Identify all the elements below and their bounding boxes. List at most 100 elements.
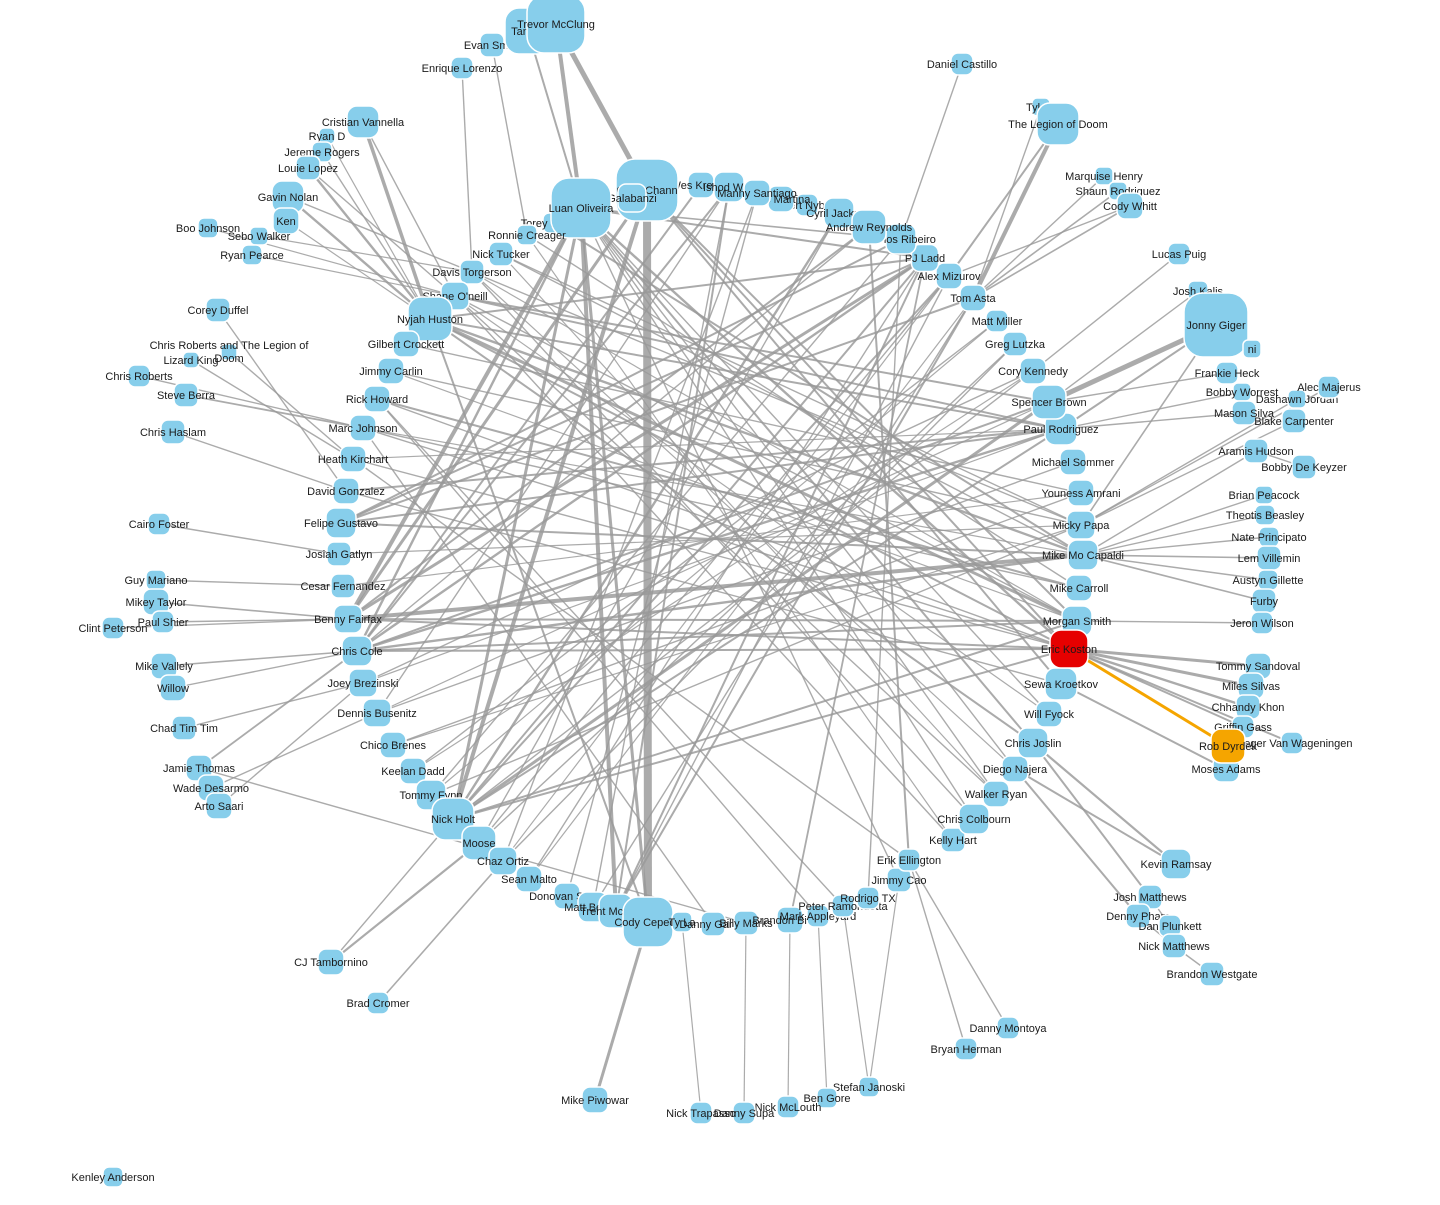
node-steve-berra[interactable]: Steve Berra [157,382,216,408]
node-box-diego-najera[interactable] [1001,755,1029,783]
node-box-cory-kennedy[interactable] [1019,357,1047,385]
node-box-nick-trapasso[interactable] [689,1101,713,1125]
node-box-rob-dyrdek[interactable] [1210,728,1246,764]
node-box-tom-asta[interactable] [959,284,987,312]
node-danny-supa[interactable]: Danny Supa [714,1101,775,1125]
node-box-chris-joslin[interactable] [1017,727,1049,759]
node-box-nate-principato[interactable] [1258,526,1280,548]
node-box-stefan-janoski[interactable] [858,1076,880,1098]
node-box-kenley-anderson[interactable] [102,1166,124,1188]
node-will-fyock[interactable]: Will Fyock [1024,700,1075,728]
node-blake-carpenter[interactable]: Blake Carpenter [1254,408,1334,434]
node-box-youness-amrani[interactable] [1067,479,1095,507]
node-box-will-fyock[interactable] [1035,700,1063,728]
node-box-marquise-henry[interactable] [1094,166,1114,186]
node-jonny-giger[interactable]: Jonny Giger [1183,292,1249,358]
node-enrique-lorenzo[interactable]: Enrique Lorenzo [422,56,503,80]
node-box-bobby-worrest[interactable] [1232,382,1252,402]
node-josiah-gatlyn[interactable]: Josiah Gatlyn [306,541,373,567]
node-box-dennis-busenitz[interactable] [362,698,392,728]
node-daniel-castillo[interactable]: Daniel Castillo [927,52,997,76]
node-chris-roberts-legion[interactable]: Chris Roberts and The Legion of Doom [150,340,310,365]
node-box-galabanzi[interactable] [617,183,647,213]
node-box-ryan-pearce[interactable] [241,244,263,266]
node-kenley-anderson[interactable]: Kenley Anderson [71,1166,155,1188]
node-bobby-worrest[interactable]: Bobby Worrest [1206,382,1279,402]
node-jimmy-carlin[interactable]: Jimmy Carlin [359,357,423,385]
node-box-alex-mizurov[interactable] [935,262,963,290]
node-marquise-henry[interactable]: Marquise Henry [1065,166,1143,186]
node-box-manny-santiago[interactable] [743,179,771,207]
node-box-bryan-herman[interactable] [954,1037,978,1061]
node-box-josiah-gatlyn[interactable] [326,541,352,567]
node-box-erik-ellington[interactable] [897,848,921,872]
node-box-lem-villemin[interactable] [1256,545,1282,571]
node-box-ken[interactable] [272,207,300,235]
node-box-pj-ladd[interactable] [910,243,940,273]
node-austyn-gillette[interactable]: Austyn Gillette [1233,569,1304,591]
node-guy-mariano[interactable]: Guy Mariano [125,569,188,591]
node-box-alec-majerus[interactable] [1317,375,1341,399]
node-alec-majerus[interactable]: Alec Majerus [1297,375,1361,399]
node-box-keelan-dadd[interactable] [399,757,427,785]
node-box-jimmy-carlin[interactable] [377,357,405,385]
node-ben-gore[interactable]: Ben Gore [803,1087,851,1109]
node-box-cody-cepeda[interactable] [622,896,674,948]
node-box-andrew-reynolds[interactable] [851,209,887,245]
node-box-evan-smith[interactable] [479,32,505,58]
node-trevor-mcclung[interactable]: Trevor McClung [517,0,595,54]
node-box-chris-cole[interactable] [341,635,373,667]
node-box-ben-gore[interactable] [816,1087,838,1109]
node-mike-piwowar[interactable]: Mike Piwowar [561,1086,629,1114]
node-box-steve-berra[interactable] [173,382,199,408]
node-box-moose[interactable] [461,825,497,861]
node-billy-marks[interactable]: Billy Marks [719,910,773,936]
node-box-carlos-ribeiro[interactable] [885,223,917,255]
node-box-joey-brezinski[interactable] [348,668,378,698]
node-box-arto-saari[interactable] [205,792,233,820]
node-box-dashawn-jordan[interactable] [1287,389,1307,409]
node-box-walker-ryan[interactable] [982,780,1010,808]
node-box-davis-torgerson[interactable] [459,259,485,285]
node-box-benny-fairfax[interactable] [333,604,363,634]
node-box-ni[interactable] [1242,339,1262,359]
node-box-ishod-wair[interactable] [713,171,745,203]
node-matt-miller[interactable]: Matt Miller [972,309,1023,333]
node-box-matt-miller[interactable] [985,309,1009,333]
node-box-eric-martina[interactable] [767,185,795,213]
node-clint-peterson[interactable]: Clint Peterson [78,616,148,640]
node-box-nick-matthews[interactable] [1161,933,1187,959]
node-box-nyjah-huston[interactable] [407,296,453,342]
node-box-nick-tucker[interactable] [488,241,514,267]
node-box-louie-lopez[interactable] [295,155,321,181]
node-nick-trapasso[interactable]: Nick Trapasso [666,1101,736,1125]
node-joey-brezinski[interactable]: Joey Brezinski [328,668,399,698]
node-ni[interactable]: ni [1242,339,1262,359]
node-box-rodrigo-tx[interactable] [856,886,880,910]
node-walker-ryan[interactable]: Walker Ryan [965,780,1028,808]
node-bobby-de-keyzer[interactable]: Bobby De Keyzer [1261,454,1347,480]
node-box-spencer-brown[interactable] [1031,384,1067,420]
node-box-daniel-castillo[interactable] [950,52,974,76]
node-frankie-heck[interactable]: Frankie Heck [1195,361,1260,385]
node-bryan-herman[interactable]: Bryan Herman [931,1037,1002,1061]
node-box-ronnie-creager[interactable] [516,224,538,246]
node-box-gilbert-crockett[interactable] [392,330,420,358]
node-box-danny-montoya[interactable] [996,1016,1020,1040]
node-box-sewa-kroetkov[interactable] [1044,667,1078,701]
node-box-mark-appleyard[interactable] [806,904,830,928]
node-rick-howard[interactable]: Rick Howard [346,385,408,413]
node-box-ty-la[interactable] [671,911,693,933]
node-marc-johnson[interactable]: Marc Johnson [328,414,398,442]
node-ryan-pearce[interactable]: Ryan Pearce [220,244,284,266]
node-box-brandon-westgate[interactable] [1199,961,1225,987]
node-box-cj-tambornino[interactable] [317,948,345,976]
node-box-greg-lutzka[interactable] [1002,331,1028,357]
node-box-austyn-gillette[interactable] [1257,569,1279,591]
node-cairo-foster[interactable]: Cairo Foster [129,512,190,536]
node-kevin-ramsay[interactable]: Kevin Ramsay [1141,848,1212,880]
node-nick-matthews[interactable]: Nick Matthews [1138,933,1210,959]
node-chris-joslin[interactable]: Chris Joslin [1005,727,1062,759]
node-willow[interactable]: Willow [157,674,189,702]
node-cory-kennedy[interactable]: Cory Kennedy [998,357,1068,385]
